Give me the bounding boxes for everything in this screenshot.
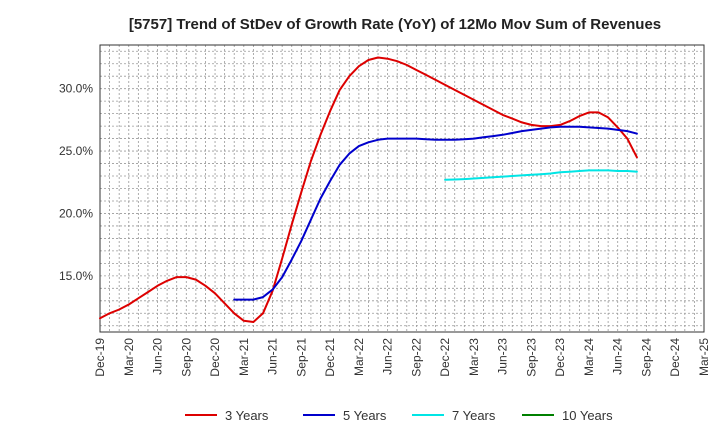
x-tick-label: Jun-23 [496, 338, 510, 375]
series-line-5-years [233, 125, 638, 301]
x-tick-label: Sep-24 [639, 338, 653, 377]
x-tick-label: Dec-19 [93, 338, 107, 377]
x-tick-label: Sep-21 [294, 338, 308, 377]
y-tick-label: 15.0% [59, 269, 93, 283]
x-tick-label: Mar-24 [582, 338, 596, 376]
x-tick-label: Mar-23 [467, 338, 481, 376]
x-tick-label: Dec-21 [323, 338, 337, 377]
legend-label-5-years: 5 Years [343, 408, 387, 423]
x-tick-label: Dec-23 [553, 338, 567, 377]
chart-title: [5757] Trend of StDev of Growth Rate (Yo… [129, 16, 661, 33]
x-tick-label: Sep-23 [524, 338, 538, 377]
x-tick-label: Mar-25 [697, 338, 711, 376]
x-tick-label: Jun-24 [611, 338, 625, 375]
x-tick-label: Mar-20 [122, 338, 136, 376]
x-tick-label: Dec-24 [668, 338, 682, 377]
legend-label-3-years: 3 Years [225, 408, 269, 423]
x-tick-label: Sep-22 [409, 338, 423, 377]
x-tick-label: Sep-20 [179, 338, 193, 377]
legend-label-10-years: 10 Years [562, 408, 613, 423]
series-line-3-years [99, 56, 638, 323]
y-tick-label: 30.0% [59, 82, 93, 96]
plot-border [99, 44, 705, 333]
x-tick-label: Jun-22 [381, 338, 395, 375]
series-line-7-years [444, 169, 638, 181]
legend-label-7-years: 7 Years [452, 408, 496, 423]
x-tick-label: Jun-21 [266, 338, 280, 375]
x-tick-label: Mar-21 [237, 338, 251, 376]
x-tick-label: Mar-22 [352, 338, 366, 376]
y-tick-label: 25.0% [59, 144, 93, 158]
y-tick-label: 20.0% [59, 206, 93, 220]
x-tick-label: Dec-22 [438, 338, 452, 377]
x-tick-label: Jun-20 [151, 338, 165, 375]
x-tick-label: Dec-20 [208, 338, 222, 377]
